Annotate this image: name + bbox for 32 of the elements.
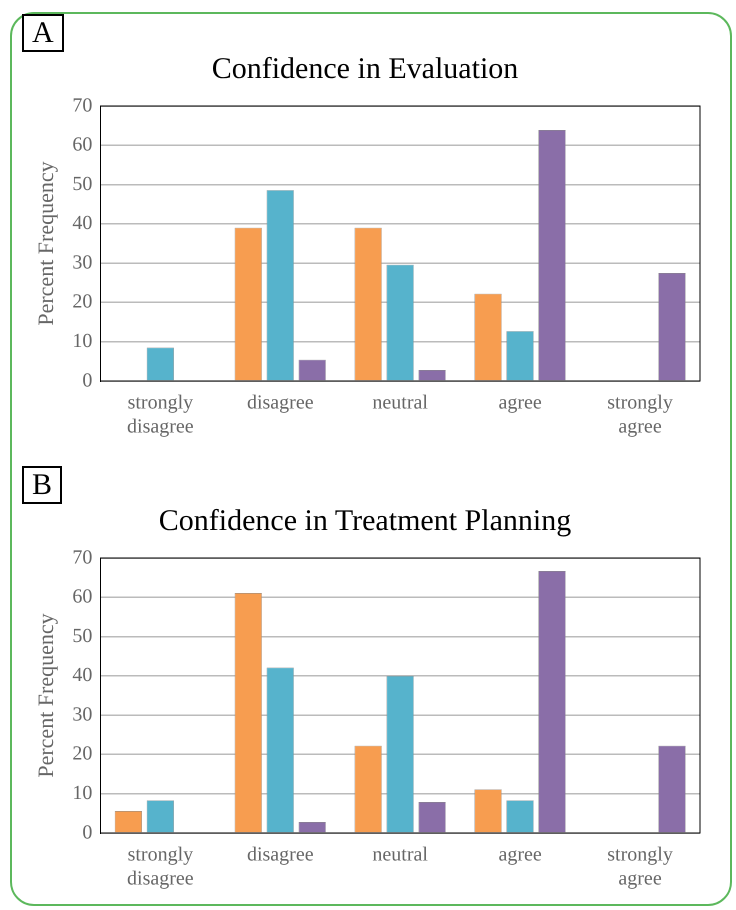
x-tick-label: neutral <box>372 391 428 414</box>
x-tick-label: strongly disagree <box>127 843 194 890</box>
y-tick-label: 20 <box>72 742 92 765</box>
y-tick-label: 20 <box>72 290 92 313</box>
y-tick-label: 40 <box>72 212 92 234</box>
y-tick-label: 10 <box>72 330 92 352</box>
text: B <box>22 466 62 504</box>
y-tick-label: 50 <box>72 624 92 647</box>
x-tick-label: agree <box>498 391 542 414</box>
x-tick-label: strongly agree <box>607 843 673 890</box>
x-tick-label: agree <box>498 843 542 866</box>
x-tick-label: disagree <box>246 843 314 866</box>
y-tick-label: 70 <box>72 94 92 116</box>
chart-title: Confidence in Treatment Planning <box>158 504 572 537</box>
y-tick-label: 70 <box>72 546 92 568</box>
y-tick-label: 0 <box>82 369 92 392</box>
x-tick-label: neutral <box>372 843 428 866</box>
x-tick-label: strongly agree <box>607 391 673 438</box>
y-tick-label: 30 <box>72 703 92 726</box>
y-tick-label: 0 <box>82 821 92 844</box>
y-tick-label: 40 <box>72 664 92 686</box>
y-tick-label: 30 <box>72 251 92 274</box>
text: A <box>22 14 64 52</box>
y-axis-title: Percent Frequency <box>32 161 58 326</box>
y-tick-label: 10 <box>72 782 92 804</box>
x-tick-label: strongly disagree <box>127 391 194 438</box>
y-axis-title: Percent Frequency <box>32 613 58 778</box>
y-tick-label: 50 <box>72 172 92 195</box>
y-tick-label: 60 <box>72 586 92 608</box>
chart-title: Confidence in Evaluation <box>212 52 518 85</box>
y-tick-label: 60 <box>72 134 92 156</box>
x-tick-label: disagree <box>246 391 314 414</box>
